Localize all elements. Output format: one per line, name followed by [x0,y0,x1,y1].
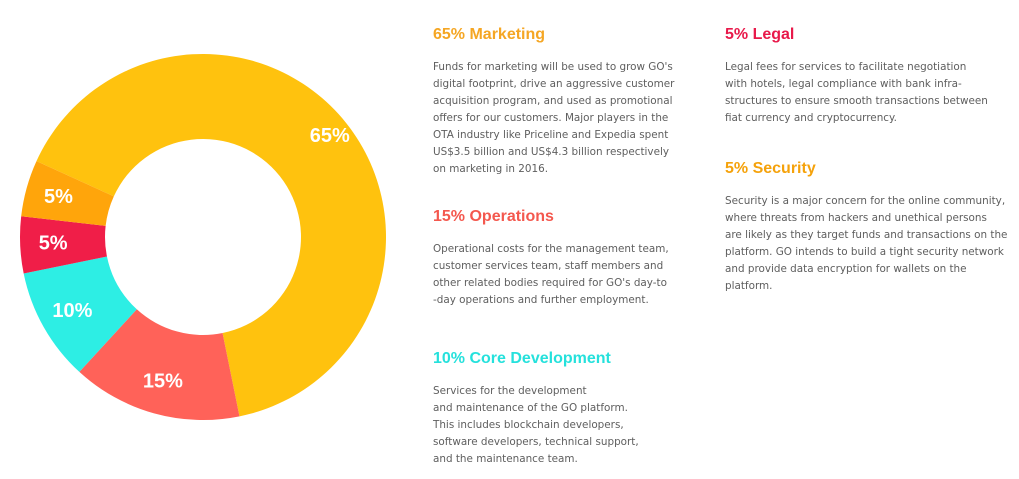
donut-label-1: 15% [143,371,183,393]
section-operations: 15% Operations Operational costs for the… [433,207,683,309]
donut-label-2: 10% [52,300,92,322]
donut-slice-3 [20,216,107,274]
donut-slice-1 [79,309,240,421]
donut-label-4: 5% [44,186,73,208]
security-description: Security is a major concern for the onli… [725,195,1008,292]
section-core-development: 10% Core Development Services for the de… [433,349,683,468]
core-development-description: Services for the development and mainten… [433,385,639,465]
operations-title: 15% Operations [433,208,554,225]
operations-description: Operational costs for the management tea… [433,243,669,306]
donut-slice-2 [23,256,137,372]
security-title: 5% Security [725,160,816,177]
core-development-title: 10% Core Development [433,350,611,367]
donut-slice-4 [21,161,114,226]
legal-title: 5% Legal [725,26,795,43]
marketing-description: Funds for marketing will be used to grow… [433,61,675,175]
section-marketing: 65% Marketing Funds for marketing will b… [433,25,683,178]
donut-slice-0 [36,54,386,417]
donut-label-0: 65% [310,125,350,147]
legal-description: Legal fees for services to facilitate ne… [725,61,988,124]
donut-chart: 65% 15% 10% 5% 5% [20,54,386,421]
section-security: 5% Security Security is a major concern … [725,159,1010,295]
marketing-title: 65% Marketing [433,26,546,43]
donut-label-3: 5% [39,233,68,255]
section-legal: 5% Legal Legal fees for services to faci… [725,25,1005,127]
